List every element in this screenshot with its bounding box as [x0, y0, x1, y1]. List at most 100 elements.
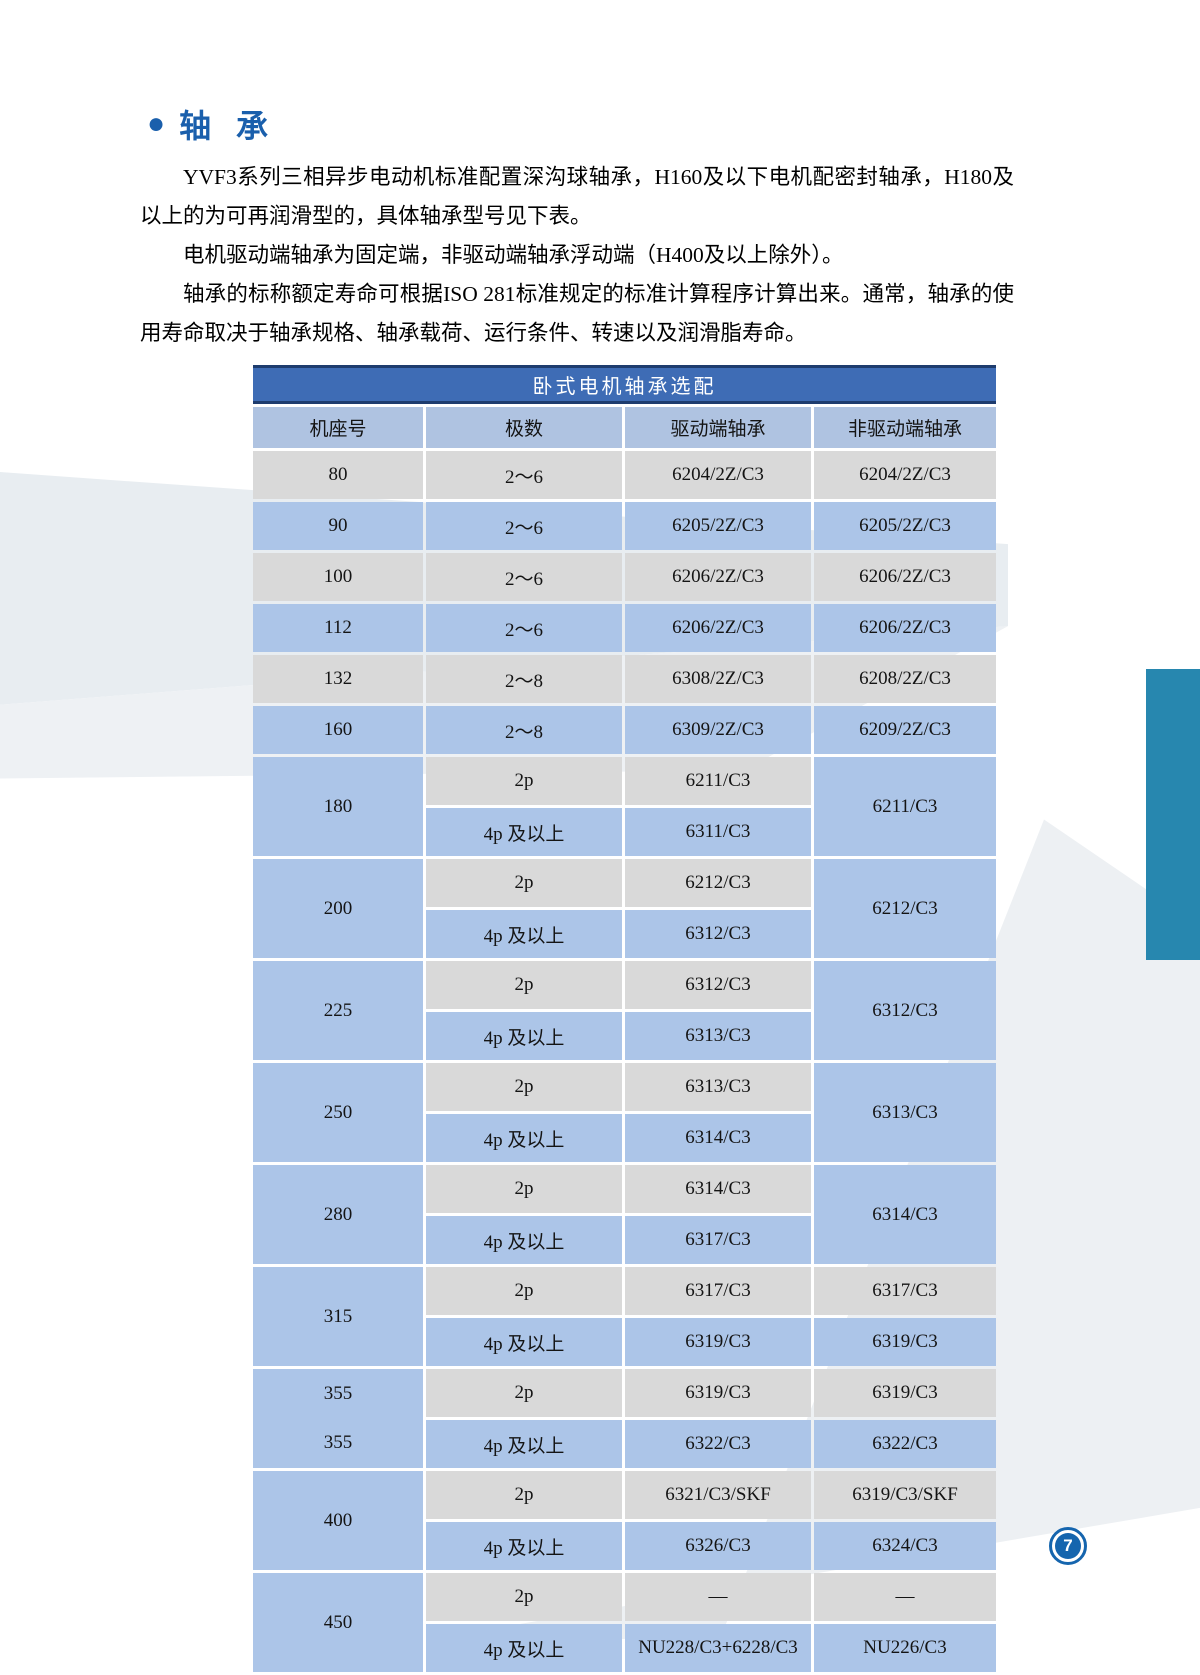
table-row: 4p 及以上 6312/C3 — [253, 910, 996, 958]
table-cell: — — [814, 1573, 996, 1621]
table-cell: 6313/C3 — [625, 1012, 811, 1060]
table-cell: 2p — [426, 961, 622, 1009]
page-number: 7 — [1055, 1533, 1081, 1559]
side-accent-bar — [1146, 669, 1200, 960]
table-cell: 2p — [426, 757, 622, 805]
table-cell: 6205/2Z/C3 — [814, 502, 996, 550]
table-cell: 200 — [253, 859, 423, 958]
table-cell: 2～6 — [426, 604, 622, 652]
paragraph: YVF3系列三相异步电动机标准配置深沟球轴承，H160及以下电机配密封轴承，H1… — [140, 165, 1014, 228]
table-cell: 100 — [253, 553, 423, 601]
table-cell: 6209/2Z/C3 — [814, 706, 996, 754]
table-cell: 2p — [426, 1063, 622, 1111]
table-row: 200 2p 6212/C3 6212/C3 — [253, 859, 996, 958]
table-cell: 6206/2Z/C3 — [814, 604, 996, 652]
table-cell: 250 — [253, 1063, 423, 1162]
table-cell: NU226/C3 — [814, 1624, 996, 1672]
table-cell: 6204/2Z/C3 — [814, 451, 996, 499]
table-cell: 6322/C3 — [625, 1420, 811, 1468]
column-header-drive-end: 驱动端轴承 — [625, 407, 811, 448]
table-row: 355 355 2p 6319/C3 6319/C3 — [253, 1369, 996, 1468]
table-cell: 2p — [426, 1573, 622, 1621]
table-cell: 6309/2Z/C3 — [625, 706, 811, 754]
table-row: 112 2～6 6206/2Z/C3 6206/2Z/C3 — [253, 604, 996, 652]
table-cell: 6326/C3 — [625, 1522, 811, 1570]
table-cell: 90 — [253, 502, 423, 550]
column-header-poles: 极数 — [426, 407, 622, 448]
table-row: 400 2p 6321/C3/SKF 6319/C3/SKF — [253, 1471, 996, 1570]
paragraph: 轴承的标称额定寿命可根据ISO 281标准规定的标准计算程序计算出来。通常，轴承… — [140, 282, 1014, 345]
table-cell: 160 — [253, 706, 423, 754]
table-cell: 4p 及以上 — [426, 1114, 622, 1162]
table-cell: 6324/C3 — [814, 1522, 996, 1570]
table-cell: 6319/C3 — [625, 1318, 811, 1366]
table-row: 450 2p — — — [253, 1573, 996, 1672]
table-cell: 6317/C3 — [625, 1267, 811, 1315]
table-cell: 355 355 — [253, 1369, 423, 1468]
table-row: 225 2p 6312/C3 6312/C3 — [253, 961, 996, 1060]
table-row: 4p 及以上 6314/C3 — [253, 1114, 996, 1162]
table-cell: 4p 及以上 — [426, 1318, 622, 1366]
table-cell: 2～8 — [426, 655, 622, 703]
table-cell: 6212/C3 — [625, 859, 811, 907]
table-cell: 4p 及以上 — [426, 1420, 622, 1468]
table-cell: 6311/C3 — [625, 808, 811, 856]
table-cell: 2p — [426, 1165, 622, 1213]
table-cell: 6313/C3 — [814, 1063, 996, 1162]
table-cell: 6313/C3 — [625, 1063, 811, 1111]
table-row: 4p 及以上 6317/C3 — [253, 1216, 996, 1264]
table-cell: 6314/C3 — [625, 1114, 811, 1162]
table-cell: 6208/2Z/C3 — [814, 655, 996, 703]
table-row: 160 2～8 6309/2Z/C3 6209/2Z/C3 — [253, 706, 996, 754]
table-row: 132 2～8 6308/2Z/C3 6208/2Z/C3 — [253, 655, 996, 703]
table-row: 90 2～6 6205/2Z/C3 6205/2Z/C3 — [253, 502, 996, 550]
page-title: 轴 承 — [179, 108, 277, 144]
section-heading: ● 轴 承 — [147, 101, 276, 147]
table-cell: 4p 及以上 — [426, 808, 622, 856]
table-cell: 6317/C3 — [625, 1216, 811, 1264]
table-cell: 132 — [253, 655, 423, 703]
table-row: 250 2p 6313/C3 6313/C3 — [253, 1063, 996, 1162]
table-cell: 6205/2Z/C3 — [625, 502, 811, 550]
table-cell: 6204/2Z/C3 — [625, 451, 811, 499]
table-row: 80 2～6 6204/2Z/C3 6204/2Z/C3 — [253, 451, 996, 499]
table-row: 4p 及以上 6326/C3 6324/C3 — [253, 1522, 996, 1570]
table-row: 4p 及以上 6313/C3 — [253, 1012, 996, 1060]
table-cell: 280 — [253, 1165, 423, 1264]
table-cell: 4p 及以上 — [426, 1012, 622, 1060]
table-cell: — — [625, 1573, 811, 1621]
table-cell: 6206/2Z/C3 — [814, 553, 996, 601]
table-cell: 6317/C3 — [814, 1267, 996, 1315]
table-cell: 4p 及以上 — [426, 1522, 622, 1570]
table-row: 4p 及以上 6319/C3 6319/C3 — [253, 1318, 996, 1366]
table-cell: NU228/C3+6228/C3 — [625, 1624, 811, 1672]
table-cell: 2～6 — [426, 451, 622, 499]
table-cell: 6322/C3 — [814, 1420, 996, 1468]
table-cell: 6314/C3 — [814, 1165, 996, 1264]
column-header-frame: 机座号 — [253, 407, 423, 448]
table-row: 315 2p 6317/C3 6317/C3 — [253, 1267, 996, 1366]
paragraph: 电机驱动端轴承为固定端，非驱动端轴承浮动端（H400及以上除外）。 — [183, 243, 844, 267]
table-cell: 6206/2Z/C3 — [625, 553, 811, 601]
table-cell: 6319/C3/SKF — [814, 1471, 996, 1519]
table-title: 卧式电机轴承选配 — [253, 365, 996, 404]
table-cell: 2p — [426, 859, 622, 907]
table-cell: 2～6 — [426, 502, 622, 550]
table-cell: 6212/C3 — [814, 859, 996, 958]
table-cell: 6206/2Z/C3 — [625, 604, 811, 652]
table-cell: 450 — [253, 1573, 423, 1672]
table-row: 100 2～6 6206/2Z/C3 6206/2Z/C3 — [253, 553, 996, 601]
table-cell: 80 — [253, 451, 423, 499]
table-cell: 225 — [253, 961, 423, 1060]
body-text: YVF3系列三相异步电动机标准配置深沟球轴承，H160及以下电机配密封轴承，H1… — [140, 158, 1014, 353]
table-row: 4p 及以上 6311/C3 — [253, 808, 996, 856]
table-cell: 6211/C3 — [814, 757, 996, 856]
table-cell: 6314/C3 — [625, 1165, 811, 1213]
table-cell: 4p 及以上 — [426, 1216, 622, 1264]
table-row: 180 2p 6211/C3 6211/C3 — [253, 757, 996, 856]
table-cell: 4p 及以上 — [426, 910, 622, 958]
table-cell: 2p — [426, 1369, 622, 1417]
table-cell: 2p — [426, 1471, 622, 1519]
table-cell: 6211/C3 — [625, 757, 811, 805]
table-cell: 6308/2Z/C3 — [625, 655, 811, 703]
